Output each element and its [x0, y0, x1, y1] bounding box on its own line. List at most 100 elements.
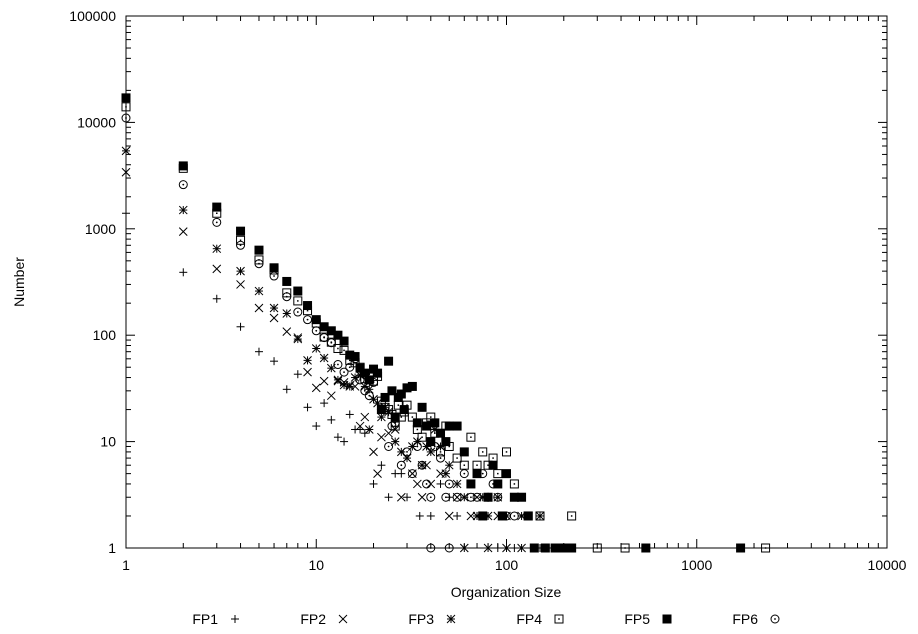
y-tick-labels: 1 10 100 1000 10000 100000	[69, 8, 116, 556]
data-point-fp4	[473, 461, 481, 469]
data-point-fp5	[494, 480, 502, 488]
plot-frame	[126, 16, 887, 548]
data-point-fp5	[642, 544, 650, 552]
data-point-fp1	[370, 480, 378, 488]
data-point-fp5	[541, 544, 549, 552]
data-point-fp5	[437, 429, 445, 437]
data-point-fp1	[397, 470, 405, 478]
data-point-fp6	[453, 493, 461, 501]
x-tick-label: 10000	[868, 557, 907, 573]
axis-ticks	[126, 16, 887, 548]
data-point-fp3	[346, 382, 354, 390]
data-point-fp5	[551, 544, 559, 552]
data-point-fp4	[510, 480, 518, 488]
legend-label: FP2	[300, 611, 326, 627]
data-point-fp1	[213, 295, 221, 303]
x-tick-label: 10	[308, 557, 324, 573]
y-tick-label: 10	[100, 434, 116, 450]
legend-marker-fp3	[447, 615, 455, 623]
data-point-fp1	[320, 399, 328, 407]
data-point-fp6	[385, 442, 393, 450]
data-point-fp6	[294, 308, 302, 316]
data-point-fp2	[445, 512, 453, 520]
x-tick-label: 1	[122, 557, 130, 573]
data-point-fp3	[255, 287, 263, 295]
legend: FP1 FP2 FP3 FP4 FP5 FP6	[192, 611, 779, 627]
data-point-fp1	[237, 323, 245, 331]
y-tick-label: 10000	[77, 114, 116, 130]
legend-label: FP3	[408, 611, 434, 627]
data-point-fp2	[270, 314, 278, 322]
data-point-fp5	[479, 512, 487, 520]
data-point-fp1	[453, 512, 461, 520]
data-point-fp6	[312, 327, 320, 335]
legend-label: FP6	[732, 611, 758, 627]
data-point-fp5	[385, 357, 393, 365]
data-point-fp1	[361, 429, 369, 437]
data-point-fp2	[374, 470, 382, 478]
data-point-fp5	[453, 422, 461, 430]
data-point-fp5	[283, 277, 291, 285]
data-point-fp3	[340, 381, 348, 389]
data-point-fp4	[294, 297, 302, 305]
data-point-fp5	[400, 406, 408, 414]
data-point-fp3	[283, 309, 291, 317]
data-point-fp2	[179, 228, 187, 236]
data-point-fp5	[442, 438, 450, 446]
data-point-fp5	[213, 203, 221, 211]
data-point-fp2	[320, 377, 328, 385]
data-point-fp6	[213, 218, 221, 226]
data-point-fp4	[494, 470, 502, 478]
data-point-fp2	[413, 480, 421, 488]
data-point-fp3	[445, 461, 453, 469]
data-point-fp1	[346, 410, 354, 418]
data-point-fp6	[510, 512, 518, 520]
data-point-fp3	[122, 147, 130, 155]
data-point-fp1	[304, 403, 312, 411]
data-point-fp6	[445, 480, 453, 488]
data-point-fp5	[255, 246, 263, 254]
data-point-fp1	[270, 357, 278, 365]
data-point-fp5	[408, 382, 416, 390]
legend-marker-fp6	[771, 615, 779, 623]
data-point-fp3	[453, 480, 461, 488]
data-point-fp5	[374, 369, 382, 377]
data-point-fp2	[312, 384, 320, 392]
data-point-fp5	[431, 419, 439, 427]
data-point-fp6	[304, 316, 312, 324]
data-point-fp6	[427, 493, 435, 501]
data-point-fp3	[442, 470, 450, 478]
legend-label: FP5	[624, 611, 650, 627]
data-point-fp5	[304, 302, 312, 310]
data-point-fp5	[518, 493, 526, 501]
data-point-fp5	[122, 94, 130, 102]
data-point-fp6	[397, 461, 405, 469]
data-point-fp1	[312, 422, 320, 430]
legend-marker-fp4	[555, 615, 563, 623]
data-point-fp5	[237, 227, 245, 235]
data-point-fp6	[327, 339, 335, 347]
data-point-fp5	[489, 461, 497, 469]
data-point-fp2	[213, 265, 221, 273]
data-point-fp5	[270, 264, 278, 272]
data-point-fp3	[312, 344, 320, 352]
data-point-fp5	[737, 544, 745, 552]
data-point-fp2	[418, 493, 426, 501]
data-point-fp6	[423, 480, 431, 488]
data-point-fp3	[179, 206, 187, 214]
data-point-fp6	[437, 454, 445, 462]
data-point-fp3	[304, 356, 312, 364]
data-point-fp5	[312, 316, 320, 324]
data-point-fp1	[334, 433, 342, 441]
data-point-fp3	[294, 335, 302, 343]
data-point-fp2	[370, 448, 378, 456]
y-tick-label: 1000	[85, 221, 116, 237]
data-point-fp5	[418, 403, 426, 411]
data-point-fp5	[524, 512, 532, 520]
data-point-fp5	[294, 287, 302, 295]
x-tick-label: 100	[495, 557, 519, 573]
x-tick-label: 1000	[681, 557, 712, 573]
data-points	[122, 94, 770, 552]
data-point-fp4	[503, 448, 511, 456]
